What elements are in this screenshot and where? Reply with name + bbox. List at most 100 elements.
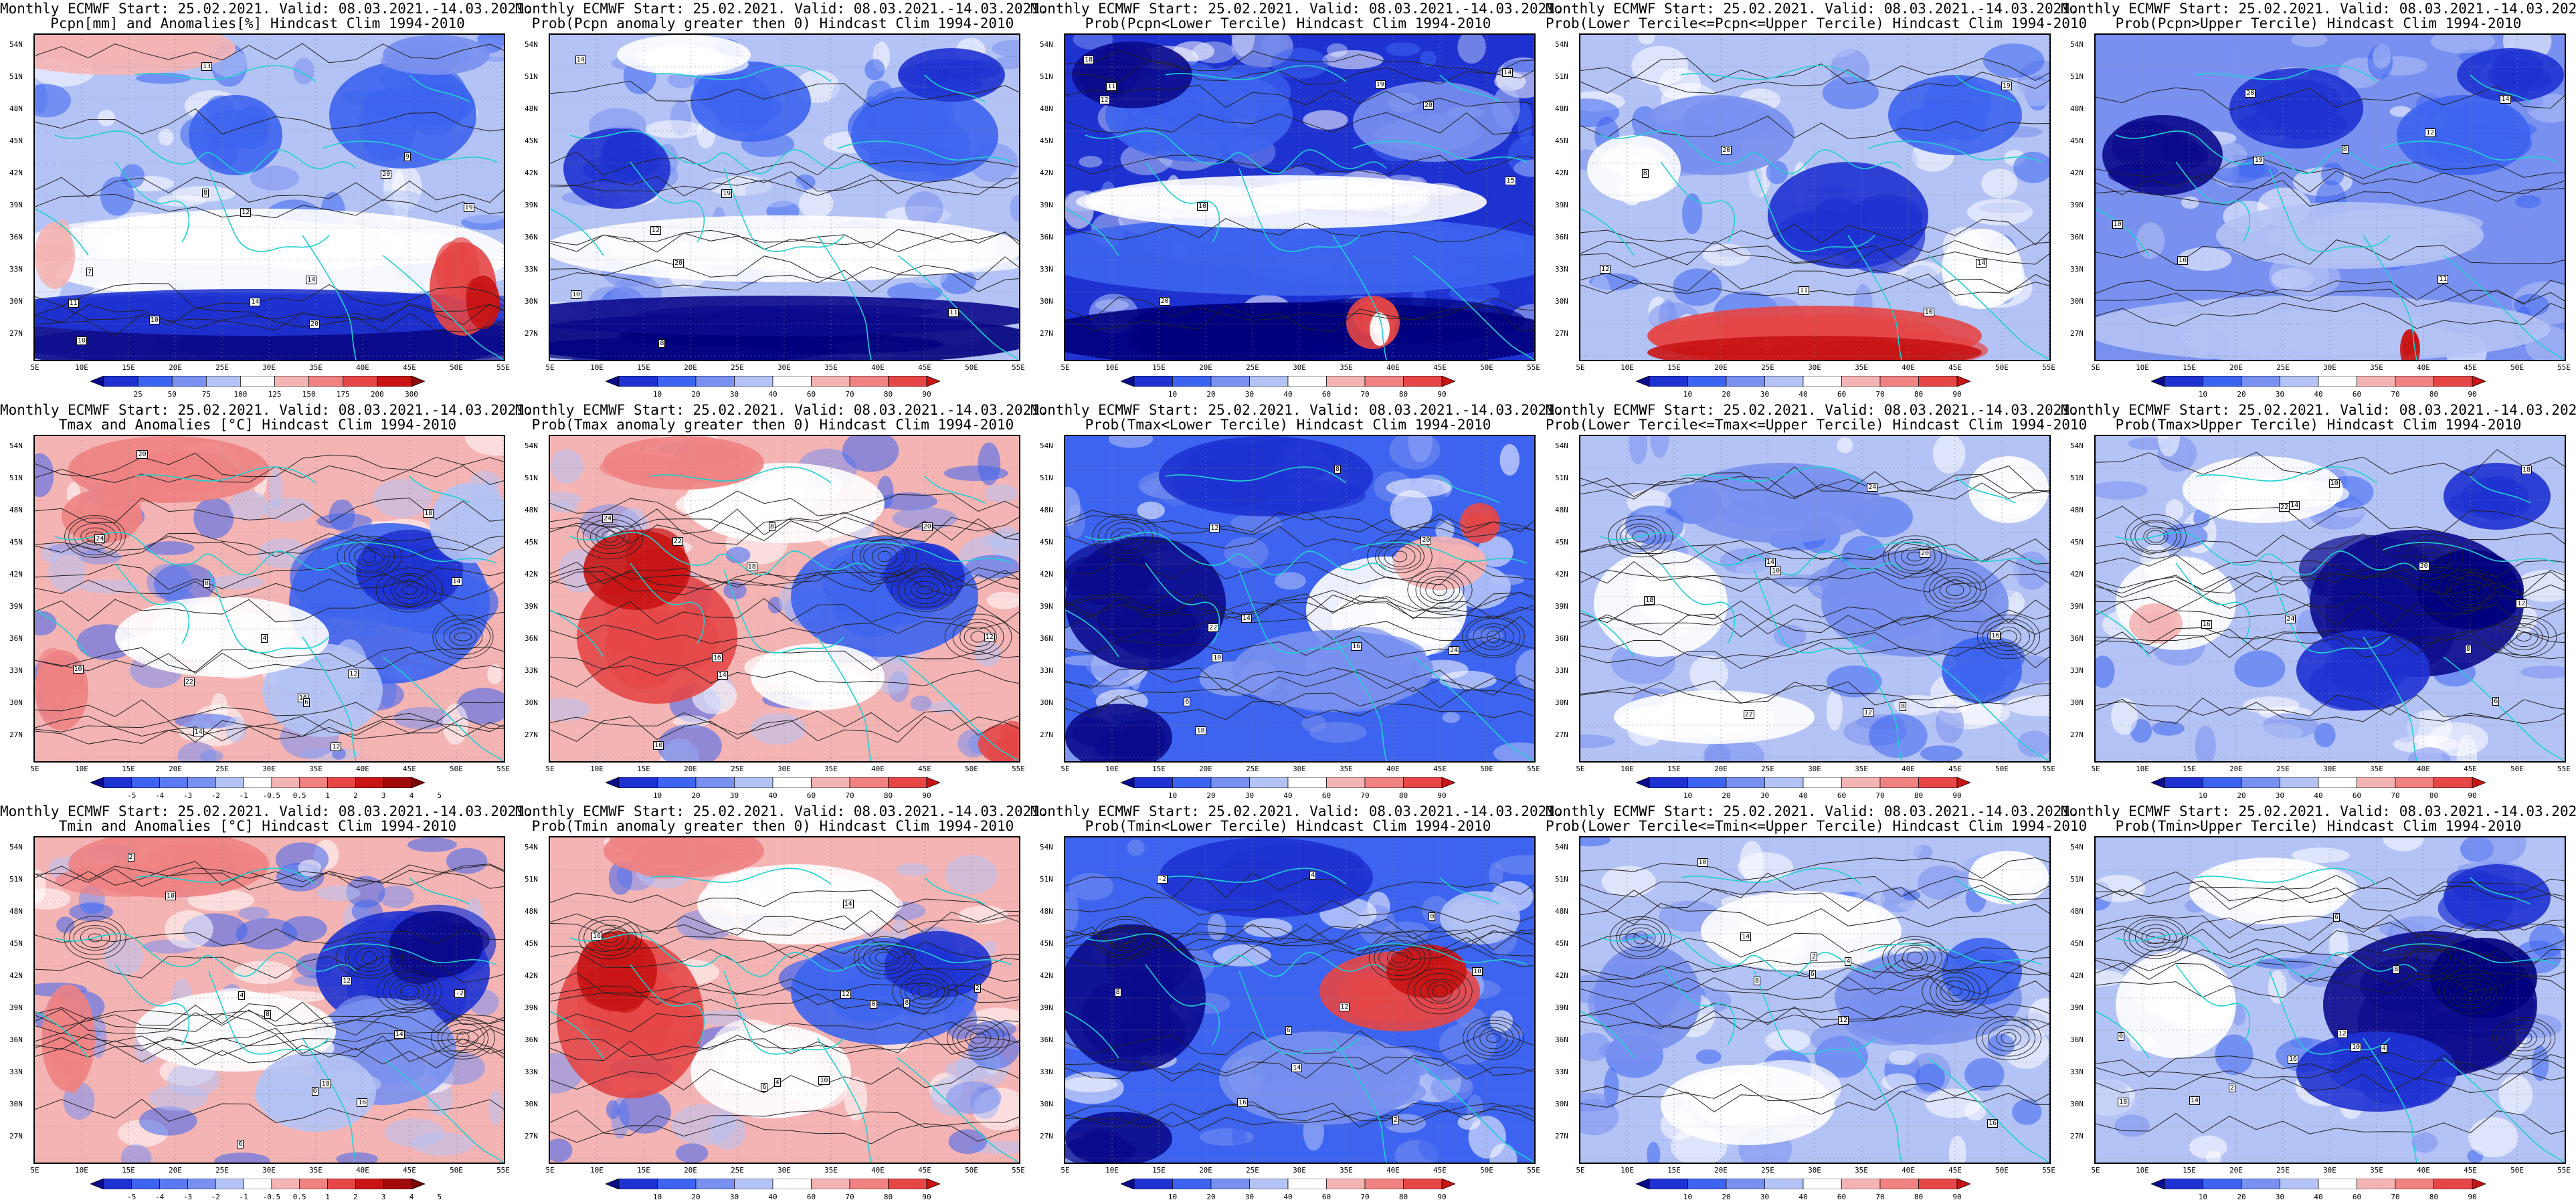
- longitude-label: 10E: [1105, 363, 1119, 372]
- colorbar-tick-label: 40: [1283, 1193, 1293, 1201]
- colorbar-swatches: [1121, 1179, 1455, 1189]
- colorbar-tick-label: 90: [922, 1193, 931, 1201]
- latitude-label: 39N: [1040, 602, 1053, 611]
- latitude-label: 48N: [1040, 104, 1053, 113]
- colorbar-tick-label: 75: [201, 390, 211, 399]
- contour-value-label: 14: [250, 297, 261, 306]
- longitude-label: 55E: [1527, 363, 1540, 372]
- latitude-label: 30N: [1555, 1100, 1568, 1108]
- contour-value-label: 14: [306, 276, 317, 285]
- latitude-label: 27N: [1040, 329, 1053, 338]
- latitude-label: 45N: [9, 538, 23, 546]
- contour-value-label: 10: [1697, 858, 1708, 867]
- colorbar-tick-label: 90: [922, 390, 931, 399]
- colorbar-tick-label: 70: [2391, 1193, 2400, 1201]
- latitude-label: 33N: [1555, 265, 1568, 274]
- latitude-label: 54N: [525, 843, 538, 851]
- colorbar-tick-label: 5: [437, 1193, 442, 1201]
- panel-title-variable: Prob(Tmax anomaly greater then 0) Hindca…: [531, 417, 1014, 433]
- longitude-label: 55E: [1012, 1166, 1025, 1175]
- latitude-label: 42N: [525, 971, 538, 980]
- colorbar-tick-label: 150: [302, 390, 316, 399]
- contour-value-label: 16: [591, 932, 603, 941]
- latitude-label: 48N: [525, 907, 538, 916]
- latitude-label: 36N: [2070, 233, 2084, 241]
- contour-value-label: 8: [1900, 702, 1907, 711]
- contour-value-label: 0: [1429, 912, 1436, 922]
- panel-title-variable: Prob(Pcpn anomaly greater then 0) Hindca…: [531, 15, 1014, 31]
- contour-value-label: 10: [1197, 202, 1208, 211]
- colorbar-tick-label: 90: [2468, 1193, 2477, 1201]
- contour-value-label: 20: [1420, 535, 1432, 544]
- longitude-label: 50E: [2510, 765, 2524, 773]
- contour-value-label: 8: [1114, 987, 1121, 997]
- latitude-label: 36N: [1040, 233, 1053, 241]
- latitude-label: 45N: [525, 939, 538, 948]
- longitude-label: 5E: [1061, 363, 1070, 372]
- longitude-label: 35E: [1855, 1166, 1868, 1175]
- latitude-label: 42N: [1555, 169, 1568, 177]
- longitude-label: 25E: [1246, 363, 1259, 372]
- colorbar-tick-label: 20: [1206, 1193, 1216, 1201]
- contour-value-label: 11: [68, 298, 79, 308]
- colorbar-tick-label: 10: [1168, 1193, 1178, 1201]
- contour-value-label: 18: [1195, 726, 1206, 736]
- latitude-label: 27N: [1040, 1132, 1053, 1140]
- latitude-label: 30N: [1555, 297, 1568, 306]
- latitude-label: 27N: [9, 730, 23, 739]
- longitude-label: 15E: [1667, 765, 1681, 773]
- colorbar-tick-label: 80: [883, 791, 893, 800]
- contour-value-label: 8: [1641, 169, 1649, 179]
- contour-value-label: 24: [2285, 614, 2296, 623]
- colorbar-tick-label: 1: [325, 1193, 330, 1201]
- latitude-label: 33N: [525, 1068, 538, 1076]
- contour-value-label: 16: [1987, 1119, 1999, 1128]
- latitude-label: 51N: [525, 875, 538, 884]
- colorbar-tick-label: 20: [1722, 791, 1731, 800]
- longitude-label: 55E: [496, 363, 510, 372]
- latitude-label: 45N: [9, 136, 23, 145]
- contour-value-label: 10: [2328, 479, 2340, 488]
- contour-value-label: 8: [769, 522, 776, 531]
- map-frame: [1064, 836, 1536, 1164]
- contour-value-label: 7: [86, 267, 93, 276]
- latitude-label: 30N: [1555, 698, 1568, 707]
- panel-title-variable: Prob(Tmin anomaly greater then 0) Hindca…: [531, 818, 1014, 834]
- latitude-label: 54N: [1040, 441, 1053, 450]
- latitude-label: 27N: [9, 1132, 23, 1140]
- latitude-label: 51N: [525, 72, 538, 81]
- longitude-label: 35E: [1340, 363, 1353, 372]
- colorbar-tick-label: 125: [268, 390, 282, 399]
- longitude-label: 20E: [169, 765, 182, 773]
- colorbar: [90, 1179, 425, 1189]
- latitude-label: 36N: [1040, 1035, 1053, 1044]
- latitude-label: 48N: [9, 907, 23, 916]
- contour-value-label: 10: [2177, 256, 2189, 266]
- colorbar-tick-label: 80: [2429, 791, 2439, 800]
- colorbar-tick-label: 20: [691, 390, 701, 399]
- colorbar: [606, 1179, 940, 1189]
- colorbar-tick-label: -3: [183, 1193, 193, 1201]
- panel-title-run: Monthly ECMWF Start: 25.02.2021. Valid: …: [1030, 803, 1564, 819]
- longitude-label: 20E: [684, 765, 697, 773]
- map-frame: [2094, 33, 2566, 361]
- colorbar-tick-label: 40: [1799, 1193, 1808, 1201]
- colorbar-tick-label: 70: [845, 791, 854, 800]
- latitude-label: 42N: [9, 971, 23, 980]
- colorbar-tick-label: 5: [437, 791, 442, 800]
- colorbar-tick-label: 10: [652, 1193, 662, 1201]
- colorbar-tick-label: 60: [1837, 1193, 1847, 1201]
- contour-value-label: 22: [1743, 710, 1754, 720]
- longitude-label: 10E: [75, 1166, 88, 1175]
- contour-value-label: 14: [1740, 932, 1752, 942]
- contour-value-label: 16: [1351, 642, 1362, 651]
- latitude-label: 48N: [525, 104, 538, 113]
- map-panel: Monthly ECMWF Start: 25.02.2021. Valid: …: [515, 0, 1048, 401]
- longitude-label: 10E: [2136, 363, 2149, 372]
- longitude-label: 35E: [2370, 363, 2383, 372]
- longitude-label: 10E: [590, 1166, 604, 1175]
- latitude-label: 33N: [2070, 265, 2084, 274]
- longitude-label: 35E: [1340, 765, 1353, 773]
- latitude-label: 39N: [1555, 201, 1568, 209]
- map-panel: Monthly ECMWF Start: 25.02.2021. Valid: …: [1546, 0, 2087, 401]
